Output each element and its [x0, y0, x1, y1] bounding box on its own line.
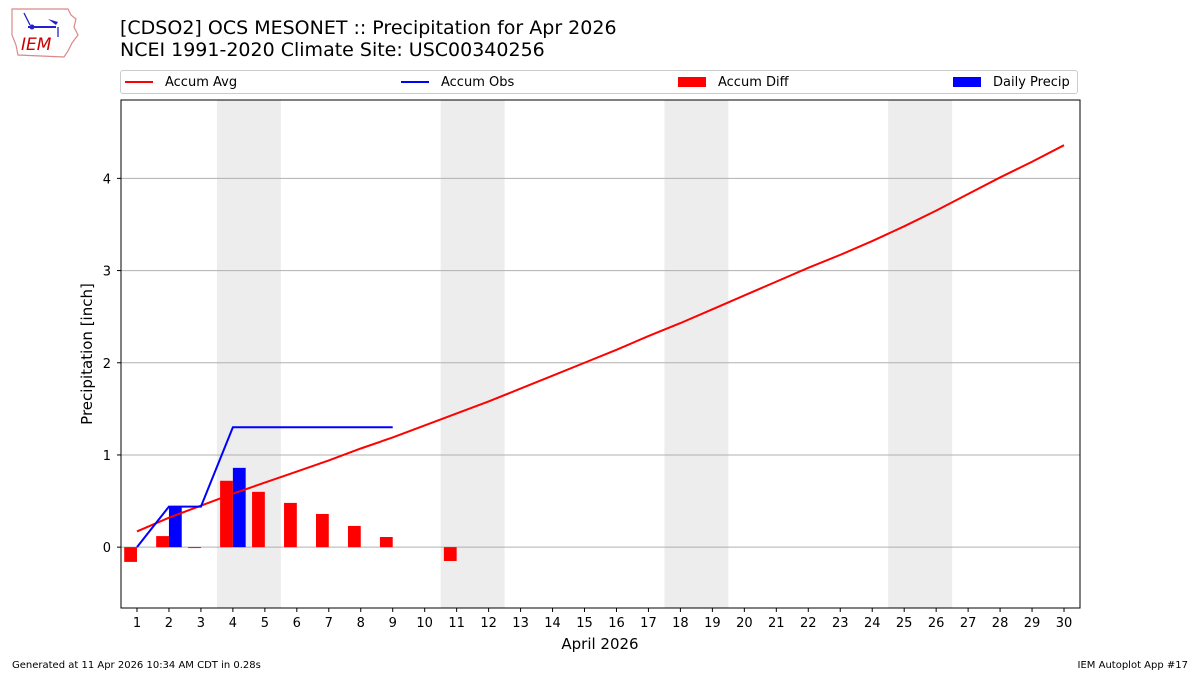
weekend-shading	[216, 100, 953, 608]
weekend-band	[664, 100, 729, 608]
red-line-icon	[125, 81, 153, 83]
x-tick-label: 22	[800, 616, 817, 631]
legend-accum-diff: Accum Diff	[678, 74, 789, 90]
legend-daily-precip: Daily Precip	[953, 74, 1070, 90]
y-tick-label: 2	[103, 357, 111, 372]
x-tick-label: 26	[928, 616, 945, 631]
accum-diff-bar	[315, 513, 329, 548]
weekend-band	[440, 100, 505, 608]
y-tick-label: 0	[103, 541, 111, 556]
daily-precip-bar	[232, 467, 246, 548]
blue-patch-icon	[953, 77, 981, 87]
x-tick-label: 20	[736, 616, 753, 631]
x-tick-label: 2	[165, 616, 173, 631]
legend-label: Accum Obs	[441, 74, 515, 90]
x-tick-label: 28	[992, 616, 1009, 631]
accum-obs-line	[136, 426, 393, 548]
lines	[136, 144, 1065, 548]
x-axis-label: April 2026	[561, 635, 638, 653]
title-line-2: NCEI 1991-2020 Climate Site: USC00340256	[120, 39, 545, 61]
x-tick-label: 29	[1024, 616, 1041, 631]
accum-diff-bar	[220, 480, 233, 548]
legend-label: Accum Avg	[165, 74, 238, 90]
red-patch-icon	[678, 77, 706, 87]
bars	[124, 467, 457, 562]
accum-diff-bar	[156, 536, 169, 548]
x-tick-label: 19	[704, 616, 721, 631]
accum-diff-bar	[284, 502, 297, 548]
x-axis-ticks: 1 2 3 4 5 6 7 8 9 10 11 12 13 14 15 16 17 18 19 20 21 22 23 24 2…	[133, 608, 1072, 631]
x-tick-label: 4	[229, 616, 237, 631]
accum-diff-bar	[188, 547, 201, 549]
accum-diff-bar	[347, 525, 361, 548]
x-tick-label: 13	[512, 616, 529, 631]
blue-line-icon	[401, 81, 429, 83]
x-tick-label: 7	[325, 616, 333, 631]
generated-timestamp: Generated at 11 Apr 2026 10:34 AM CDT in…	[12, 660, 261, 671]
x-tick-label: 27	[960, 616, 977, 631]
x-tick-label: 24	[864, 616, 881, 631]
x-tick-label: 30	[1056, 616, 1073, 631]
weekend-band	[216, 100, 281, 608]
x-tick-label: 14	[544, 616, 561, 631]
x-tick-label: 11	[448, 616, 465, 631]
x-tick-label: 8	[357, 616, 365, 631]
x-tick-label: 16	[608, 616, 625, 631]
legend-accum-obs: Accum Obs	[401, 74, 514, 90]
iem-logo: IEM	[8, 5, 80, 59]
x-tick-label: 21	[768, 616, 785, 631]
accum-diff-bar	[124, 547, 137, 562]
legend-accum-avg: Accum Avg	[125, 74, 237, 90]
legend-label: Accum Diff	[718, 74, 789, 90]
x-tick-label: 10	[416, 616, 433, 631]
title-line-1: [CDSO2] OCS MESONET :: Precipitation for…	[120, 17, 617, 39]
x-tick-label: 9	[389, 616, 397, 631]
x-tick-label: 25	[896, 616, 913, 631]
weekend-band	[888, 100, 953, 608]
x-tick-label: 1	[133, 616, 141, 631]
accum-avg-line	[136, 144, 1065, 533]
x-tick-label: 15	[576, 616, 593, 631]
legend-label: Daily Precip	[993, 74, 1070, 90]
y-axis-ticks: 0 1 2 3 4	[103, 172, 121, 556]
chart-legend: Accum Avg Accum Obs Accum Diff Daily Pre…	[120, 70, 1078, 94]
x-tick-label: 5	[261, 616, 269, 631]
svg-text:IEM: IEM	[21, 35, 52, 55]
plot-frame	[120, 99, 1081, 609]
x-tick-label: 18	[672, 616, 689, 631]
y-tick-label: 1	[103, 449, 111, 464]
x-tick-label: 17	[640, 616, 657, 631]
accum-diff-bar	[252, 491, 265, 548]
y-gridlines	[121, 177, 1080, 548]
y-tick-label: 3	[103, 265, 111, 280]
accum-diff-bar	[379, 537, 393, 548]
app-label: IEM Autoplot App #17	[1077, 660, 1188, 671]
chart-title: [CDSO2] OCS MESONET :: Precipitation for…	[120, 17, 617, 61]
daily-precip-bar	[168, 506, 182, 548]
y-axis-label: Precipitation [inch]	[78, 283, 96, 425]
y-tick-label: 4	[103, 172, 111, 187]
accum-diff-bar	[443, 547, 457, 561]
x-tick-label: 6	[293, 616, 301, 631]
x-tick-label: 12	[480, 616, 497, 631]
x-tick-label: 3	[197, 616, 205, 631]
x-tick-label: 23	[832, 616, 849, 631]
